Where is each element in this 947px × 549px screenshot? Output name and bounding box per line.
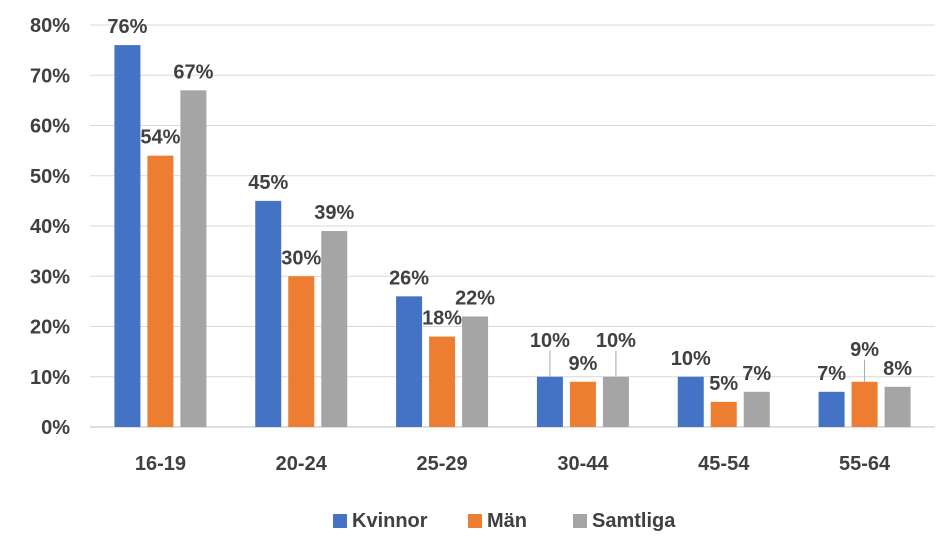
y-tick-label: 0% (41, 417, 70, 439)
data-label: 45% (248, 172, 288, 194)
y-tick-label: 30% (30, 266, 70, 288)
bar-män-16-19 (147, 155, 174, 427)
x-tick-label: 16-19 (135, 453, 186, 475)
data-label: 26% (389, 267, 429, 289)
x-tick-label: 45-54 (698, 453, 750, 475)
bar-samtliga-16-19 (180, 90, 207, 427)
bar-samtliga-55-64 (884, 386, 911, 427)
x-tick-label: 55-64 (839, 453, 891, 475)
data-label: 5% (709, 373, 738, 395)
y-tick-label: 60% (30, 116, 70, 138)
bar-män-30-44 (569, 381, 596, 427)
bar-kvinnor-45-54 (677, 376, 704, 427)
legend: Kvinnor Män Samtliga (333, 510, 676, 532)
y-tick-label: 80% (30, 15, 70, 37)
bar-kvinnor-30-44 (536, 376, 563, 427)
bar-samtliga-45-54 (743, 391, 770, 427)
bar-kvinnor-55-64 (818, 391, 845, 427)
x-tick-label: 20-24 (276, 453, 328, 475)
legend-swatch-kvinnor (333, 514, 347, 528)
legend-label: Kvinnor (352, 510, 428, 532)
data-label: 7% (742, 363, 771, 385)
x-axis: 16-19 20-24 25-29 30-44 45-54 55-64 (135, 453, 891, 475)
legend-swatch-män (468, 514, 482, 528)
data-label: 39% (314, 202, 354, 224)
gridlines (90, 24, 935, 428)
data-label: 18% (422, 308, 462, 330)
data-label: 8% (883, 358, 912, 380)
leader-lines (549, 350, 866, 382)
bar-män-20-24 (288, 276, 315, 427)
bar-män-25-29 (429, 336, 456, 427)
bar-samtliga-25-29 (462, 316, 489, 427)
data-label: 30% (281, 247, 321, 269)
legend-swatch-samtliga (573, 514, 587, 528)
data-label: 67% (173, 61, 213, 83)
y-tick-label: 50% (30, 166, 70, 188)
bar-kvinnor-16-19 (114, 45, 141, 427)
x-tick-label: 25-29 (417, 453, 468, 475)
y-tick-label: 40% (30, 216, 70, 238)
y-axis: 0% 10% 20% 30% 40% 50% 60% 70% 80% (30, 15, 70, 439)
data-label: 10% (596, 330, 636, 352)
data-label: 54% (140, 127, 180, 149)
bar-kvinnor-20-24 (255, 200, 282, 427)
y-tick-label: 10% (30, 367, 70, 389)
data-label: 10% (671, 348, 711, 370)
bars (114, 45, 911, 427)
data-label: 22% (455, 287, 495, 309)
bar-samtliga-20-24 (321, 231, 348, 427)
data-label: 10% (530, 330, 570, 352)
legend-label: Samtliga (592, 510, 676, 532)
bar-män-45-54 (710, 401, 737, 427)
x-tick-label: 30-44 (557, 453, 609, 475)
data-label: 9% (568, 353, 597, 375)
bar-män-55-64 (851, 381, 878, 427)
bar-kvinnor-25-29 (396, 296, 423, 427)
data-labels: 76%54%67%45%30%39%26%18%22%10%9%10%10%5%… (107, 16, 912, 395)
data-label: 7% (817, 363, 846, 385)
data-label: 76% (107, 16, 147, 38)
y-tick-label: 70% (30, 65, 70, 87)
legend-label: Män (487, 510, 527, 532)
data-label: 9% (850, 339, 879, 361)
bar-samtliga-30-44 (602, 376, 629, 427)
y-tick-label: 20% (30, 317, 70, 339)
